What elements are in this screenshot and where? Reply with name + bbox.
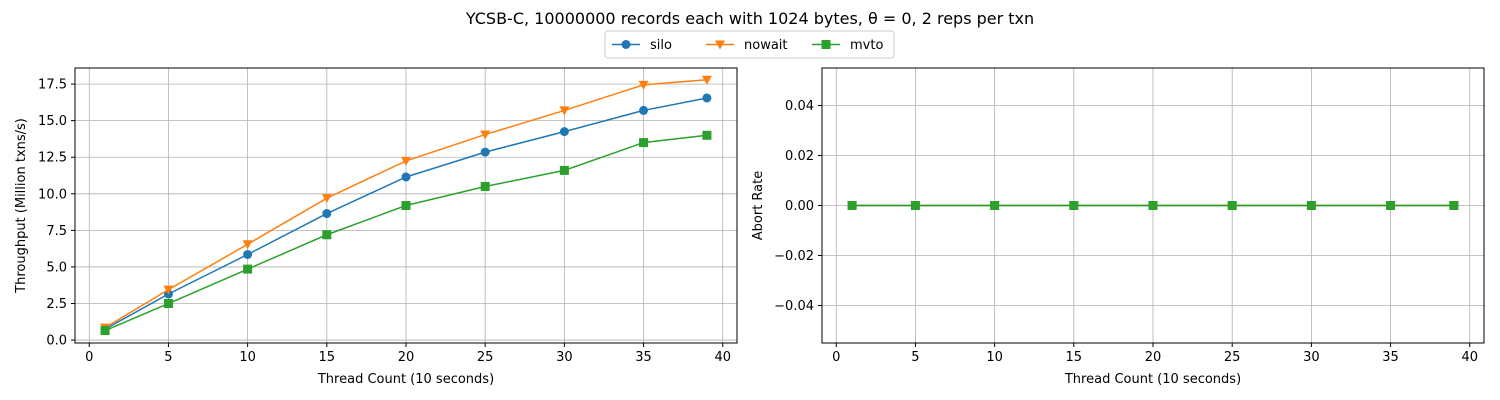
figure-title: YCSB-C, 10000000 records each with 1024 …: [465, 9, 1034, 28]
y-tick-label: 7.5: [46, 224, 67, 239]
data-point-mvto: [243, 264, 253, 274]
data-point-mvto: [1386, 201, 1396, 210]
y-tick-label: 5.0: [46, 260, 67, 275]
data-point-mvto: [990, 201, 1000, 210]
data-point-nowait: [321, 194, 332, 204]
data-point-mvto: [401, 201, 411, 210]
data-point-nowait: [242, 240, 253, 250]
data-point-nowait: [701, 75, 712, 85]
throughput-panel: 0 5 10 15 20 25 30 35 40 0.0 2.5 5.0 7.5 10.0 12.5 15.0…: [14, 67, 738, 387]
y-tick-label: 0.04: [785, 99, 814, 114]
data-point-silo: [401, 172, 411, 182]
x-axis-label: Thread Count (10 seconds): [1064, 372, 1241, 387]
x-tick-label: 0: [85, 350, 93, 365]
y-tick-label: 10.0: [38, 187, 67, 202]
data-point-mvto: [639, 138, 649, 148]
y-tick-label: 15.0: [38, 114, 67, 129]
data-point-silo: [639, 105, 649, 115]
data-point-mvto: [1306, 201, 1316, 210]
data-point-mvto: [480, 181, 490, 191]
legend-marker-silo: [621, 40, 631, 49]
y-axis-label: Throughput (Million txns/s): [14, 118, 29, 294]
data-point-silo: [559, 127, 569, 137]
y-tick-label: 12.5: [38, 151, 67, 166]
abort-rate-panel: 0 5 10 15 20 25 30 35 40 −0.04 −0.02 0.00 0.02 0.04 Th…: [751, 67, 1485, 387]
y-tick-label: 2.5: [46, 297, 67, 312]
x-tick-label: 15: [319, 350, 336, 365]
data-point-nowait: [638, 80, 649, 90]
x-tick-label: 0: [832, 350, 840, 365]
data-point-mvto: [322, 230, 332, 240]
y-axis-label: Abort Rate: [751, 171, 766, 240]
data-point-nowait: [559, 106, 570, 116]
x-tick-label: 10: [986, 350, 1003, 365]
x-tick-label: 40: [1461, 350, 1478, 365]
x-tick-label: 35: [635, 350, 652, 365]
y-tick-label: 0.00: [785, 199, 814, 214]
x-tick-label: 40: [714, 350, 731, 365]
data-point-mvto: [847, 201, 857, 210]
data-point-nowait: [163, 285, 174, 295]
data-point-mvto: [702, 130, 712, 140]
x-tick-label: 20: [1145, 350, 1162, 365]
data-point-silo: [243, 250, 253, 260]
data-point-mvto: [910, 201, 920, 210]
legend-label-silo: silo: [650, 38, 672, 53]
y-tick-label: 17.5: [38, 78, 67, 93]
y-tick-label: −0.04: [774, 299, 814, 314]
x-tick-label: 35: [1382, 350, 1399, 365]
x-tick-label: 20: [398, 350, 415, 365]
y-tick-label: 0.02: [785, 149, 814, 164]
x-tick-label: 10: [239, 350, 256, 365]
x-tick-label: 30: [1303, 350, 1320, 365]
x-tick-label: 25: [477, 350, 494, 365]
x-tick-label: 30: [556, 350, 573, 365]
data-point-silo: [702, 93, 712, 103]
y-tick-label: −0.02: [774, 249, 814, 264]
legend: silo nowait mvto: [604, 30, 895, 59]
legend-label-nowait: nowait: [744, 38, 788, 53]
data-point-mvto: [1449, 201, 1459, 210]
x-tick-label: 15: [1066, 350, 1083, 365]
data-point-mvto: [559, 165, 569, 175]
legend-frame: [604, 30, 895, 59]
legend-marker-nowait: [715, 40, 725, 50]
legend-marker-mvto: [821, 40, 831, 49]
data-point-mvto: [1148, 201, 1158, 210]
data-point-mvto: [1227, 201, 1237, 210]
legend-label-mvto: mvto: [850, 38, 883, 53]
x-tick-label: 25: [1224, 350, 1241, 365]
y-tick-label: 0.0: [46, 334, 67, 349]
x-tick-label: 5: [164, 350, 172, 365]
data-point-silo: [322, 209, 332, 219]
data-point-mvto: [100, 326, 110, 336]
data-point-mvto: [1069, 201, 1079, 210]
x-axis-label: Thread Count (10 seconds): [317, 372, 494, 387]
data-point-mvto: [163, 299, 173, 309]
data-point-nowait: [401, 156, 411, 166]
x-tick-label: 5: [911, 350, 919, 365]
data-point-nowait: [480, 130, 491, 140]
data-point-silo: [480, 147, 490, 157]
